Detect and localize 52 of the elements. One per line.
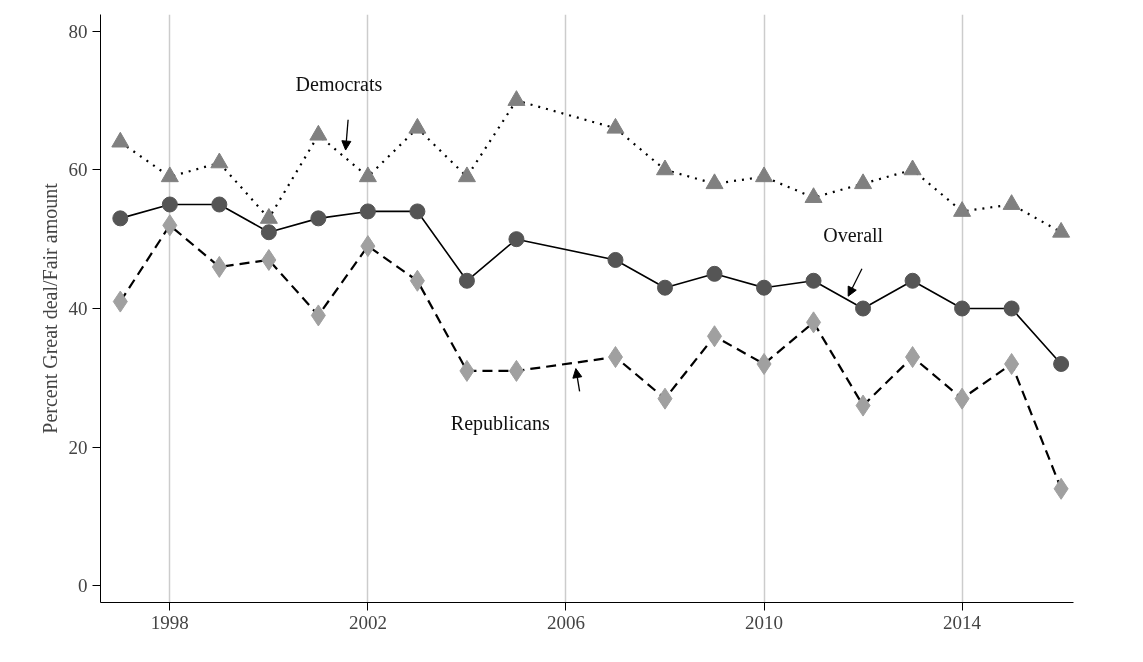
point bbox=[903, 159, 922, 176]
y-tick-label: 60 bbox=[68, 159, 88, 181]
point bbox=[854, 173, 873, 190]
series-label: Overall bbox=[823, 224, 884, 247]
point bbox=[160, 166, 179, 183]
y-tick-label: 20 bbox=[68, 436, 88, 458]
point bbox=[508, 231, 525, 248]
x-tick-label: 2002 bbox=[348, 611, 387, 633]
point bbox=[111, 131, 130, 148]
point bbox=[756, 279, 773, 296]
x-tick-label: 1998 bbox=[150, 611, 189, 633]
point bbox=[458, 272, 475, 289]
series-label: Republicans bbox=[450, 411, 550, 435]
point bbox=[655, 159, 674, 176]
point bbox=[259, 208, 278, 224]
point bbox=[954, 300, 971, 317]
series-label: Democrats bbox=[295, 73, 383, 96]
point bbox=[507, 90, 526, 106]
point bbox=[706, 265, 723, 282]
y-tick-label: 40 bbox=[68, 298, 88, 319]
point bbox=[904, 272, 921, 289]
point bbox=[606, 117, 625, 134]
point bbox=[359, 203, 376, 220]
point bbox=[607, 251, 624, 268]
point bbox=[161, 196, 178, 213]
point bbox=[953, 201, 972, 217]
point bbox=[457, 166, 476, 183]
point bbox=[804, 187, 823, 203]
y-tick-label: 80 bbox=[68, 20, 88, 42]
point bbox=[1002, 194, 1021, 210]
point bbox=[1052, 221, 1071, 238]
point bbox=[656, 279, 673, 296]
point bbox=[755, 166, 774, 183]
point bbox=[855, 300, 872, 317]
point bbox=[260, 224, 277, 241]
x-tick-label: 2010 bbox=[745, 611, 784, 633]
x-tick-label: 2006 bbox=[546, 611, 585, 633]
point bbox=[705, 173, 724, 190]
point bbox=[358, 166, 377, 183]
point bbox=[112, 210, 129, 227]
y-axis-title: Percent Great deal/Fair amount bbox=[38, 182, 61, 434]
point bbox=[210, 152, 229, 169]
point bbox=[1053, 355, 1070, 372]
point bbox=[1003, 300, 1020, 317]
point bbox=[310, 210, 327, 227]
x-tick-label: 2014 bbox=[943, 611, 982, 633]
point bbox=[408, 117, 427, 134]
point bbox=[805, 272, 822, 289]
point bbox=[211, 196, 228, 213]
y-tick-label: 0 bbox=[78, 575, 88, 597]
point bbox=[409, 203, 426, 220]
point bbox=[309, 124, 328, 141]
